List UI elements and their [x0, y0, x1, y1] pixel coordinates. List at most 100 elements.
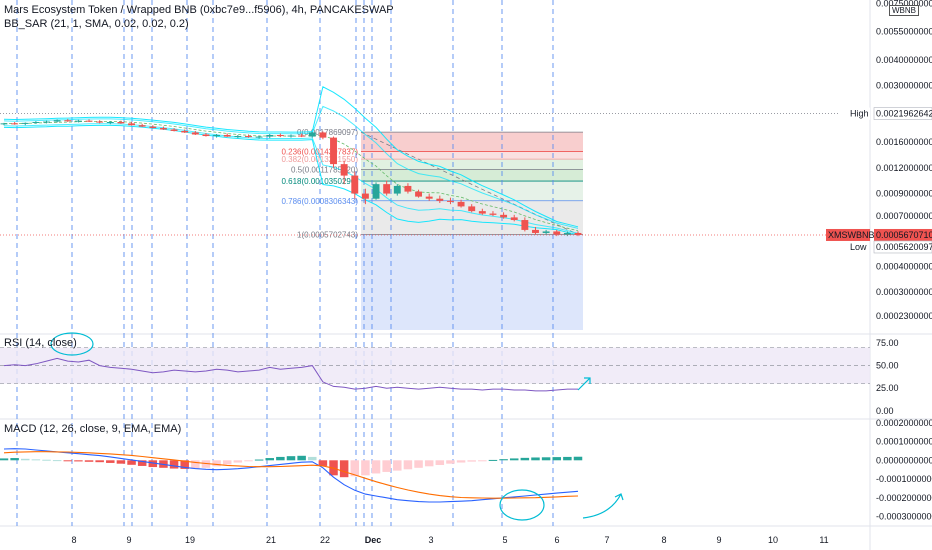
high-value: 0.0021962642 — [876, 109, 932, 119]
macd-tick-label: 0.0001000000 — [876, 437, 932, 447]
macd-arrow-annotation — [582, 493, 624, 519]
fib-zone — [361, 132, 583, 152]
candle-body — [287, 135, 295, 137]
macd-circle-annotation — [499, 489, 545, 521]
candle-body — [532, 229, 539, 233]
macd-histogram-bar — [137, 460, 147, 466]
candle-body — [128, 123, 136, 126]
macd-tick-label: -0.0001000000 — [876, 474, 932, 484]
macd-histogram-bar — [74, 460, 83, 462]
candle-body — [457, 201, 465, 207]
candle-body — [117, 121, 125, 124]
macd-histogram-bar — [308, 456, 317, 461]
candle-body — [138, 125, 146, 127]
candle-body — [478, 211, 486, 214]
macd-histogram-bar — [0, 458, 9, 461]
candle-body — [553, 231, 561, 235]
macd-histogram-bar — [276, 456, 285, 461]
candle-body — [276, 134, 284, 137]
fib-extension-zone — [361, 234, 583, 330]
candle-body — [404, 185, 412, 192]
candle-body — [415, 191, 423, 197]
time-tick-label: 6 — [554, 535, 559, 545]
fib-zone — [361, 151, 583, 160]
macd-histogram-bar — [339, 460, 349, 478]
candle-body — [361, 193, 369, 199]
candle-body — [213, 134, 221, 137]
time-tick-label: 22 — [320, 535, 330, 545]
fib-level-label: 0.5(0.0011785920) — [291, 165, 358, 174]
price-tick-label: 0.0003000000 — [876, 287, 932, 297]
macd-histogram-bar — [563, 456, 572, 461]
macd-histogram-bar — [95, 460, 104, 463]
price-tick-label: 0.0004000000 — [876, 261, 932, 271]
macd-histogram-bar — [499, 459, 508, 461]
price-tick-label: 0.0075000000 — [876, 0, 932, 9]
macd-histogram-bar — [180, 460, 189, 469]
bollinger-band-line — [3, 123, 579, 234]
time-tick-label: 11 — [819, 535, 828, 545]
macd-tick-label: 0.0002000000 — [876, 418, 932, 428]
time-tick-label: 8 — [661, 535, 666, 545]
rsi-tick-label: 50.00 — [876, 361, 899, 371]
low-value-bg — [873, 240, 932, 254]
fib-level-label: 0.382(0.0013221550) — [281, 155, 358, 164]
price-tick-label: 0.0055000000 — [876, 26, 932, 36]
candle-body — [181, 130, 189, 133]
macd-histogram-bar — [541, 457, 551, 461]
low-value: 0.0005620097 — [876, 242, 932, 252]
macd-histogram-bar — [403, 460, 413, 470]
candle-body — [425, 196, 433, 199]
candle-body — [43, 121, 50, 123]
macd-tick-label: 0.0000000000 — [876, 455, 932, 465]
macd-histogram-bar — [488, 459, 498, 461]
rsi-arrow-annotation — [577, 377, 591, 391]
macd-tick-label: -0.0002000000 — [876, 493, 932, 503]
rsi-tick-label: 0.00 — [876, 406, 894, 416]
macd-histogram-bar — [127, 460, 136, 465]
candle-body — [563, 232, 571, 235]
macd-histogram-bar — [297, 455, 306, 461]
macd-histogram-bar — [414, 460, 423, 468]
macd-histogram-bar — [552, 457, 561, 461]
candle-body — [574, 232, 582, 235]
bollinger-band-line — [3, 105, 579, 229]
macd-histogram-bar — [42, 459, 51, 461]
candle-body — [500, 214, 508, 218]
candle-body — [85, 120, 93, 122]
fib-level-label: 0.236(0.0014397837) — [281, 147, 358, 156]
macd-histogram-bar — [148, 460, 158, 468]
candle-body — [64, 120, 72, 122]
price-tick-label: 0.0016000000 — [876, 137, 932, 147]
candle-body — [446, 200, 454, 202]
time-tick-label: 3 — [428, 535, 433, 545]
fib-zone — [361, 169, 583, 182]
candle-body — [308, 132, 316, 137]
candle-body — [298, 135, 306, 137]
time-tick-label: 8 — [71, 535, 76, 545]
candle-body — [436, 198, 444, 201]
candle-body — [74, 120, 82, 122]
last-price-bg — [874, 228, 932, 241]
candle-body — [510, 217, 518, 221]
macd-histogram-bar — [212, 460, 221, 467]
candle-body — [53, 120, 61, 122]
macd-histogram-bar — [191, 460, 200, 469]
macd-histogram-bar — [424, 460, 434, 467]
candle-body — [255, 136, 263, 138]
macd-line — [3, 448, 579, 503]
fib-level-label: 0(0.0017869097) — [297, 128, 358, 137]
time-tick-label: 7 — [604, 535, 609, 545]
symbol-badge: XMSWBNB — [828, 230, 875, 240]
candle-body — [468, 206, 476, 212]
high-label: High — [850, 109, 869, 119]
candle-body — [383, 184, 391, 194]
candle-body — [393, 185, 401, 194]
macd-histogram-bar — [84, 460, 94, 462]
macd-histogram-bar — [456, 460, 466, 463]
time-tick-label: 5 — [502, 535, 507, 545]
low-label: Low — [850, 242, 867, 252]
time-tick-label: 9 — [126, 535, 131, 545]
high-label-bg — [840, 107, 870, 120]
